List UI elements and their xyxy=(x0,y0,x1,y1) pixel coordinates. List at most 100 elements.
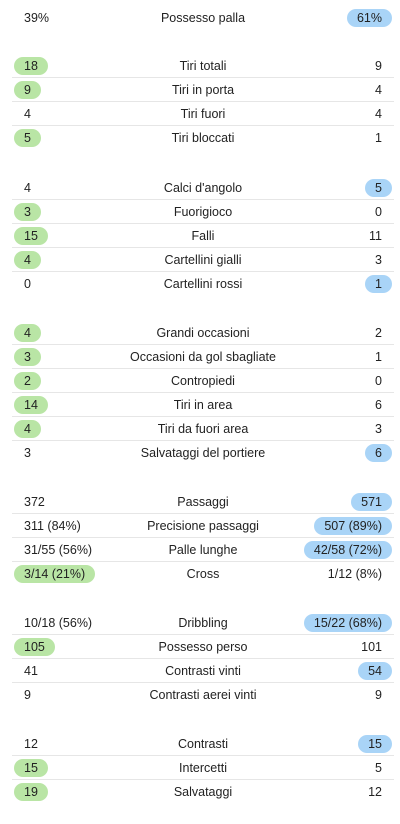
away-value: 4 xyxy=(375,107,382,121)
away-value: 507 (89%) xyxy=(314,517,392,535)
stat-label: Calci d'angolo xyxy=(163,180,243,195)
away-value: 0 xyxy=(375,205,382,219)
stat-label: Grandi occasioni xyxy=(156,325,250,340)
stat-label: Tiri in area xyxy=(173,397,233,412)
home-value: 4 xyxy=(14,324,41,342)
stat-row: 0 Cartellini rossi 1 xyxy=(12,272,394,296)
stat-row: 41 Contrasti vinti 54 xyxy=(12,659,394,683)
stat-row: 3 Salvataggi del portiere 6 xyxy=(12,441,394,465)
stat-label: Occasioni da gol sbagliate xyxy=(130,349,276,364)
away-value: 1 xyxy=(375,350,382,364)
stat-row: 39% Possesso palla 61% xyxy=(12,6,394,30)
away-value: 101 xyxy=(361,640,382,654)
stat-row: 4 Tiri da fuori area 3 xyxy=(12,417,394,441)
stat-row: 105 Possesso perso 101 xyxy=(12,635,394,659)
away-value: 12 xyxy=(368,785,382,799)
home-value: 5 xyxy=(14,129,41,147)
away-value: 5 xyxy=(365,179,392,197)
away-value: 571 xyxy=(351,493,392,511)
stat-label: Falli xyxy=(191,228,215,243)
stat-row: 5 Tiri bloccati 1 xyxy=(12,126,394,150)
home-value: 4 xyxy=(24,107,31,121)
home-value: 9 xyxy=(14,81,41,99)
stat-label: Tiri bloccati xyxy=(171,131,235,145)
stat-label: Tiri fuori xyxy=(180,106,226,121)
home-value: 4 xyxy=(14,420,41,438)
home-value: 39% xyxy=(24,11,50,25)
home-value: 14 xyxy=(14,396,48,414)
away-value: 1 xyxy=(375,131,382,145)
away-value: 1/12 (8%) xyxy=(327,567,382,581)
stat-row: 4 Tiri fuori 4 xyxy=(12,102,394,126)
away-value: 6 xyxy=(375,398,382,412)
stat-label: Tiri da fuori area xyxy=(157,421,249,436)
away-value: 4 xyxy=(375,83,382,97)
away-value: 2 xyxy=(375,326,382,340)
stat-row: 12 Contrasti 15 xyxy=(12,732,394,756)
stat-label: Contrasti xyxy=(177,736,229,751)
stat-row: 4 Calci d'angolo 5 xyxy=(12,176,394,200)
stat-row: 4 Grandi occasioni 2 xyxy=(12,321,394,345)
home-value: 15 xyxy=(14,227,48,245)
home-value: 3 xyxy=(14,203,41,221)
stat-label: Contropiedi xyxy=(171,373,235,388)
away-value: 9 xyxy=(375,688,382,702)
stat-row: 3 Occasioni da gol sbagliate 1 xyxy=(12,345,394,369)
home-value: 31/55 (56%) xyxy=(24,543,93,557)
stat-label: Intercetti xyxy=(179,760,227,775)
away-value: 3 xyxy=(375,422,382,436)
stat-label: Cartellini rossi xyxy=(163,277,243,291)
stat-label: Possesso palla xyxy=(160,11,246,25)
home-value: 311 (84%) xyxy=(24,519,81,533)
stat-row: 3/14 (21%) Cross 1/12 (8%) xyxy=(12,562,394,586)
stat-row: 10/18 (56%) Dribbling 15/22 (68%) xyxy=(12,611,394,635)
stat-row: 4 Cartellini gialli 3 xyxy=(12,248,394,272)
stat-label: Dribbling xyxy=(178,615,228,630)
stat-row: 311 (84%) Precisione passaggi 507 (89%) xyxy=(12,514,394,538)
stat-label: Possesso perso xyxy=(158,639,248,654)
home-value: 105 xyxy=(14,638,55,656)
away-value: 42/58 (72%) xyxy=(303,541,392,559)
stat-label: Tiri in porta xyxy=(171,82,235,97)
home-value: 18 xyxy=(14,57,48,75)
away-value: 61% xyxy=(346,9,392,27)
away-value: 54 xyxy=(358,662,392,680)
stat-label: Tiri totali xyxy=(179,58,227,73)
stat-row: 372 Passaggi 571 xyxy=(12,490,394,514)
stat-row: 9 Contrasti aerei vinti 9 xyxy=(12,683,394,707)
home-value: 3 xyxy=(24,446,31,460)
away-value: 15/22 (68%) xyxy=(303,614,392,632)
away-value: 5 xyxy=(375,761,382,775)
home-value: 4 xyxy=(24,181,31,195)
stat-row: 2 Contropiedi 0 xyxy=(12,369,394,393)
away-value: 11 xyxy=(369,229,382,243)
stat-row: 9 Tiri in porta 4 xyxy=(12,78,394,102)
home-value: 2 xyxy=(14,372,41,390)
home-value: 4 xyxy=(14,251,41,269)
home-value: 372 xyxy=(24,495,45,509)
stat-label: Cartellini gialli xyxy=(164,252,242,267)
home-value: 3/14 (21%) xyxy=(14,565,96,583)
stat-label: Passaggi xyxy=(177,494,229,509)
away-value: 1 xyxy=(365,275,392,293)
home-value: 3 xyxy=(14,348,41,366)
stat-label: Salvataggi del portiere xyxy=(140,446,266,460)
stat-label: Contrasti aerei vinti xyxy=(149,688,257,702)
stat-row: 19 Salvataggi 12 xyxy=(12,780,394,804)
home-value: 9 xyxy=(24,688,31,702)
away-value: 15 xyxy=(358,735,392,753)
home-value: 12 xyxy=(24,737,38,751)
home-value: 15 xyxy=(14,759,48,777)
home-value: 0 xyxy=(24,277,31,291)
stat-label: Cross xyxy=(186,567,220,581)
away-value: 9 xyxy=(375,59,382,73)
away-value: 0 xyxy=(375,374,382,388)
stat-row: 3 Fuorigioco 0 xyxy=(12,200,394,224)
stat-row: 15 Falli 11 xyxy=(12,224,394,248)
stat-label: Salvataggi xyxy=(173,785,233,799)
home-value: 41 xyxy=(24,664,38,678)
stat-label: Precisione passaggi xyxy=(147,518,259,533)
home-value: 19 xyxy=(14,783,48,801)
stat-row: 18 Tiri totali 9 xyxy=(12,54,394,78)
